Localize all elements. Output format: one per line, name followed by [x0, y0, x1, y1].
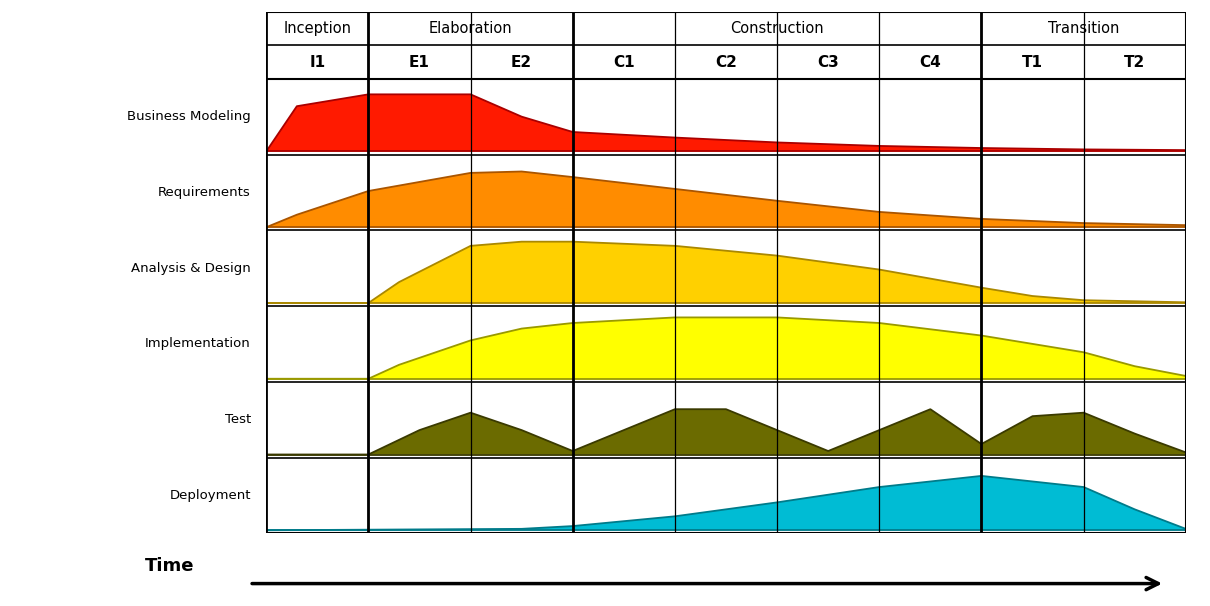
Polygon shape	[266, 171, 1186, 227]
Text: Elaboration: Elaboration	[428, 21, 512, 36]
Text: C1: C1	[613, 55, 634, 70]
Text: Deployment: Deployment	[169, 489, 250, 502]
Text: Transition: Transition	[1048, 21, 1119, 36]
Text: Requirements: Requirements	[159, 186, 250, 199]
Text: E2: E2	[511, 55, 532, 70]
Polygon shape	[266, 95, 1186, 152]
Text: Inception: Inception	[283, 21, 351, 36]
Polygon shape	[266, 476, 1186, 530]
Text: E1: E1	[409, 55, 430, 70]
Text: T1: T1	[1022, 55, 1043, 70]
Text: Implementation: Implementation	[145, 338, 250, 350]
Polygon shape	[266, 318, 1186, 379]
Text: Construction: Construction	[731, 21, 824, 36]
Polygon shape	[266, 409, 1186, 454]
Text: Time: Time	[145, 557, 195, 575]
Text: T2: T2	[1124, 55, 1146, 70]
Text: C3: C3	[817, 55, 839, 70]
Text: Test: Test	[225, 413, 250, 426]
Text: Analysis & Design: Analysis & Design	[131, 262, 250, 275]
Polygon shape	[266, 242, 1186, 303]
Text: I1: I1	[310, 55, 325, 70]
Text: C4: C4	[920, 55, 941, 70]
Text: Business Modeling: Business Modeling	[127, 110, 250, 123]
Text: C2: C2	[715, 55, 737, 70]
